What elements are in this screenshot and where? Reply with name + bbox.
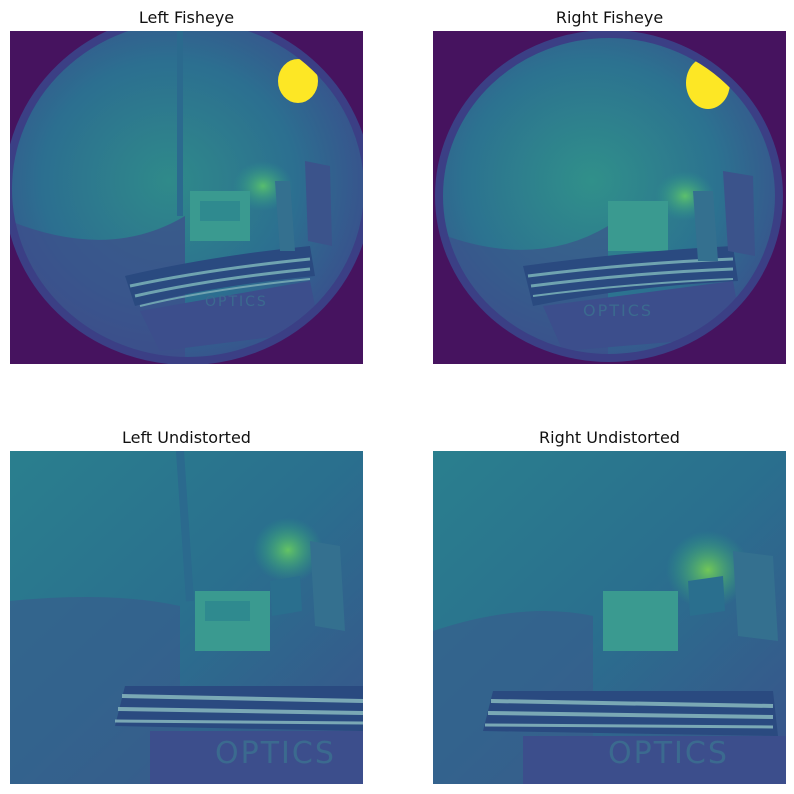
panel-title-left-undistorted: Left Undistorted (122, 428, 251, 447)
panel-title-left-fisheye: Left Fisheye (138, 8, 235, 27)
optics-label: OPTICS (205, 294, 268, 310)
right-undistorted-image: OPTICS (433, 451, 786, 784)
left-fisheye-image: OPTICS (10, 31, 363, 364)
panel-title-right-fisheye: Right Fisheye (555, 8, 664, 27)
optics-label: OPTICS (608, 736, 729, 771)
optics-label: OPTICS (215, 736, 336, 771)
left-undistorted-image: OPTICS (10, 451, 363, 784)
right-fisheye-image: OPTICS (433, 31, 786, 364)
panel-title-right-undistorted: Right Undistorted (539, 428, 680, 447)
optics-label: OPTICS (583, 301, 653, 320)
